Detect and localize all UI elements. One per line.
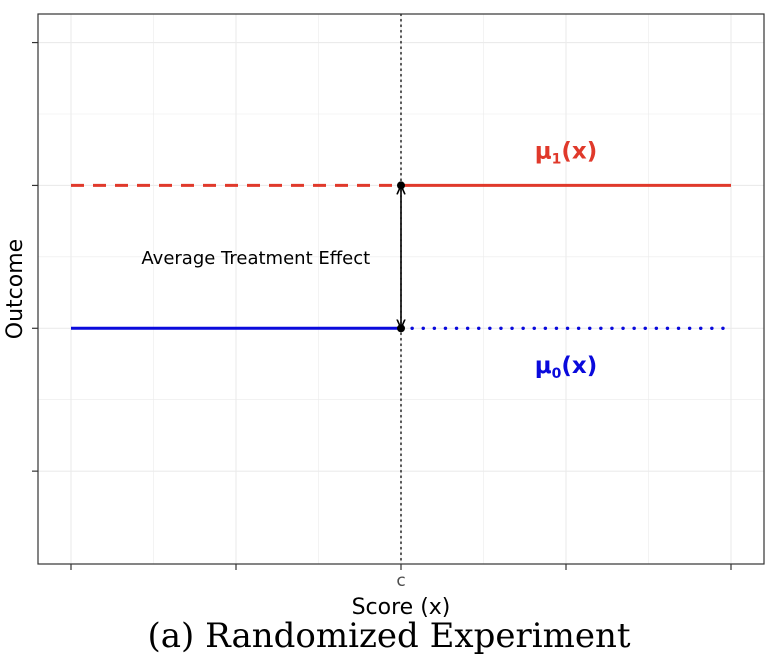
y-axis-label: Outcome [3,239,28,339]
x-axis-label: Score (x) [352,595,451,620]
arrow-endpoint-bottom [397,324,405,333]
x-tick-label: c [396,571,405,591]
figure-caption: (a) Randomized Experiment [147,616,631,656]
mu0-label: μ0(x) [535,353,598,382]
mu1-label: μ1(x) [535,139,598,168]
annotation-label: Average Treatment Effect [141,248,370,269]
arrow-endpoint-top [397,181,405,190]
